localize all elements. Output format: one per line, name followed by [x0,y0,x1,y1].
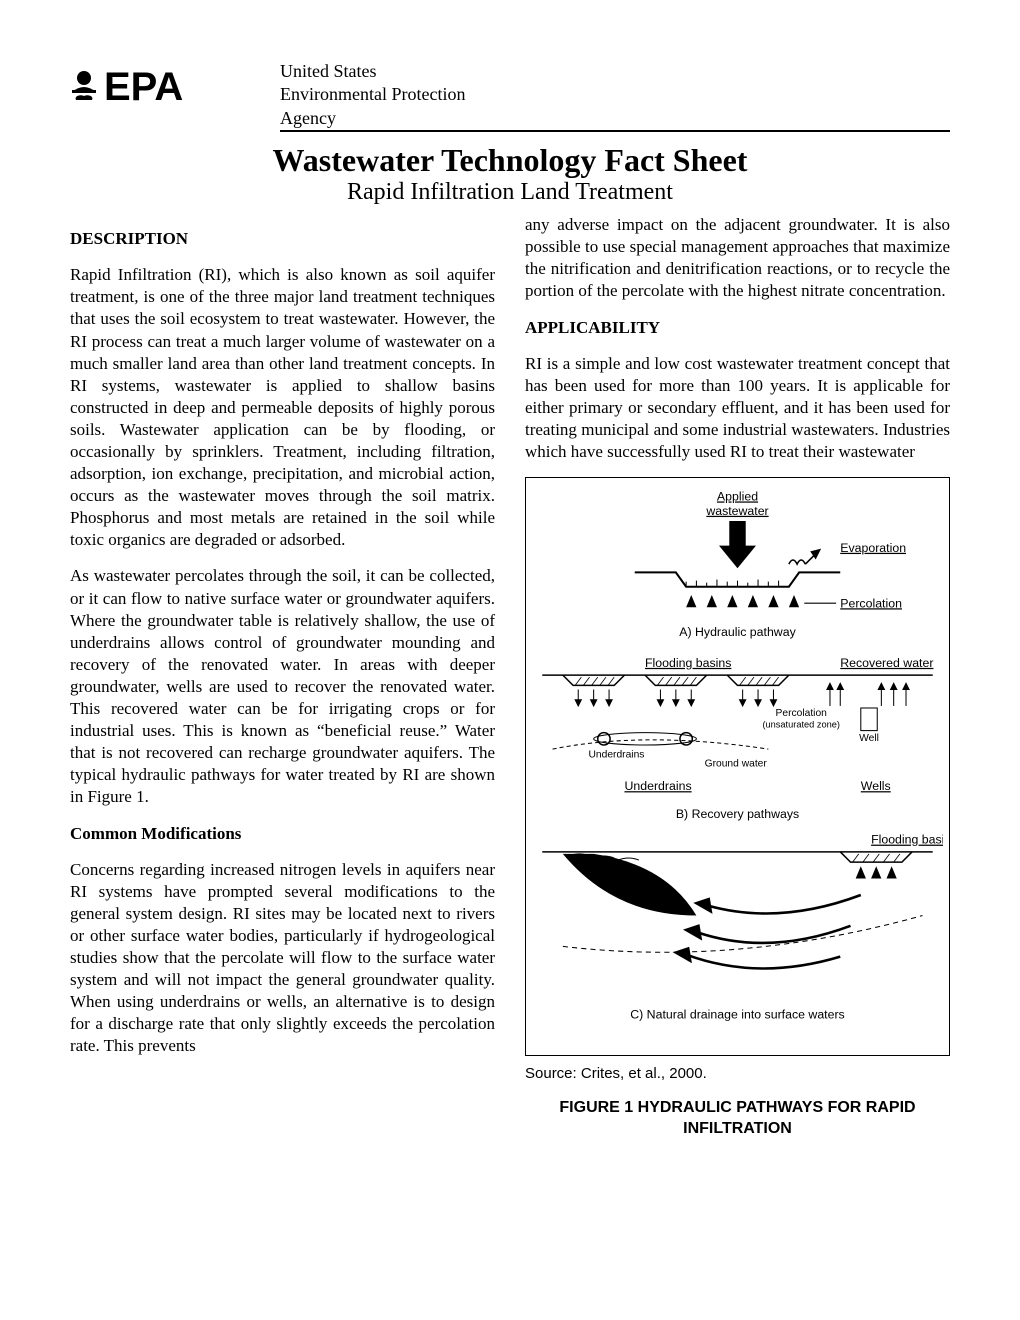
description-para-1: Rapid Infiltration (RI), which is also k… [70,264,495,551]
document-title: Wastewater Technology Fact Sheet [70,142,950,179]
fig-label-percolation: Percolation [840,596,902,610]
fig-panel-b: B) Recovery pathways [676,807,799,821]
fig-label-flooding-basins: Flooding basins [645,656,731,670]
applicability-para: RI is a simple and low cost wastewater t… [525,353,950,463]
figure-1-svg: Applied wastewater Evaporation [532,484,943,1049]
fig-label-ground-water: Ground water [705,759,768,770]
heading-applicability: APPLICABILITY [525,317,950,339]
fig-label-underdrains-lower: Underdrains [624,779,691,793]
fig-label-underdrains-b: Underdrains [589,749,645,760]
common-mods-para: Concerns regarding increased nitrogen le… [70,859,495,1058]
fig-label-percolation-b: Percolation [776,708,828,719]
agency-line-3: Agency [280,107,950,130]
fig-label-wastewater: wastewater [705,504,768,518]
agency-block: United States Environmental Protection A… [280,60,950,132]
document-subtitle: Rapid Infiltration Land Treatment [70,179,950,206]
fig-label-wells: Wells [861,779,891,793]
epa-logo-text: EPA [104,65,183,108]
description-para-2: As wastewater percolates through the soi… [70,565,495,808]
page-header: EPA United States Environmental Protecti… [70,60,950,132]
fig-label-well: Well [859,733,879,744]
fig-label-unsat-zone: (unsaturated zone) [762,720,840,730]
fig-label-applied: Applied [717,490,758,504]
left-column: DESCRIPTION Rapid Infiltration (RI), whi… [70,214,495,1139]
fig-label-flooding-basin: Flooding basin [871,833,943,847]
epa-logo: EPA [70,60,230,113]
right-column: any adverse impact on the adjacent groun… [525,214,950,1139]
figure-source: Source: Crites, et al., 2000. [525,1064,950,1084]
figure-caption: FIGURE 1 HYDRAULIC PATHWAYS FOR RAPID IN… [525,1098,950,1140]
fig-label-evaporation: Evaporation [840,541,906,555]
fig-panel-c: C) Natural drainage into surface waters [630,1007,844,1021]
agency-line-1: United States [280,60,950,83]
fig-panel-a: A) Hydraulic pathway [679,625,796,639]
agency-line-2: Environmental Protection [280,83,950,106]
fig-label-recovered-water: Recovered water [840,656,933,670]
heading-description: DESCRIPTION [70,228,495,250]
figure-1-box: Applied wastewater Evaporation [525,477,950,1056]
two-column-body: DESCRIPTION Rapid Infiltration (RI), whi… [70,214,950,1139]
heading-common-modifications: Common Modifications [70,823,495,845]
continuation-para: any adverse impact on the adjacent groun… [525,214,950,302]
